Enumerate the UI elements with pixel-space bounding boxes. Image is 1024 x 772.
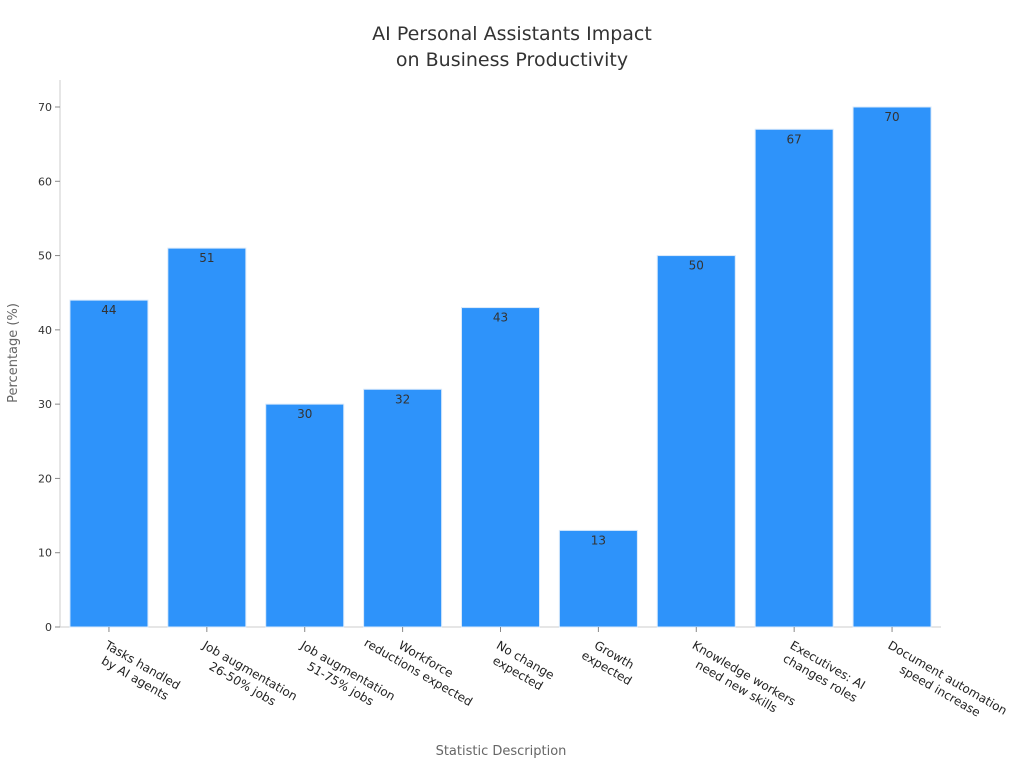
bar[interactable] xyxy=(363,388,443,628)
data-label: 13 xyxy=(591,533,606,547)
bar[interactable] xyxy=(69,299,149,628)
bar[interactable] xyxy=(461,307,540,628)
y-tick-label: 40 xyxy=(38,324,52,337)
chart-title-line-2: on Business Productivity xyxy=(396,49,628,71)
y-tick-label: 0 xyxy=(45,621,52,634)
bar[interactable] xyxy=(852,106,932,628)
y-tick-label: 50 xyxy=(38,250,52,263)
bar[interactable] xyxy=(558,529,638,628)
data-label: 67 xyxy=(787,132,802,146)
bar[interactable] xyxy=(754,128,834,628)
data-label: 43 xyxy=(493,311,508,325)
data-label: 30 xyxy=(297,407,312,421)
chart-title-line-1: AI Personal Assistants Impact xyxy=(372,23,652,45)
data-label: 44 xyxy=(101,303,116,317)
bar[interactable] xyxy=(265,403,345,628)
y-tick-label: 30 xyxy=(38,398,52,411)
data-label: 50 xyxy=(689,259,704,273)
bar[interactable] xyxy=(656,255,736,628)
data-label: 70 xyxy=(884,110,899,124)
x-axis-label: Statistic Description xyxy=(436,744,567,759)
bar[interactable] xyxy=(167,247,247,628)
y-tick-label: 20 xyxy=(38,472,52,485)
y-tick-label: 60 xyxy=(38,175,52,188)
data-label: 32 xyxy=(395,392,410,406)
data-label: 51 xyxy=(199,251,214,265)
y-tick-label: 70 xyxy=(38,101,52,114)
y-axis-label: Percentage (%) xyxy=(6,303,21,403)
y-tick-label: 10 xyxy=(38,547,52,560)
